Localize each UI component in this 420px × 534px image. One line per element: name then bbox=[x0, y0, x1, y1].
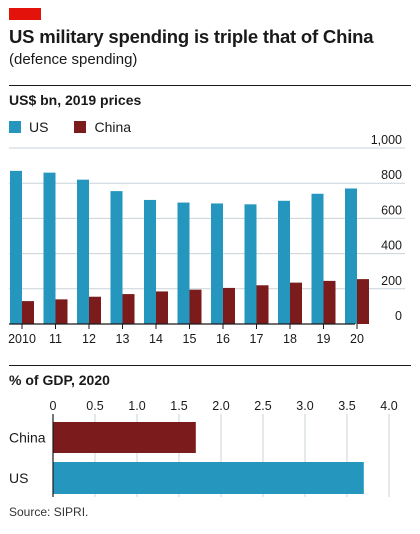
bar-us bbox=[278, 200, 290, 324]
bar-china bbox=[290, 282, 302, 324]
x-tick-label: 18 bbox=[283, 332, 297, 346]
x-tick-label: 3.0 bbox=[296, 399, 313, 413]
bar-china bbox=[156, 291, 168, 324]
x-tick-label: 0.5 bbox=[86, 399, 103, 413]
bar-china bbox=[22, 301, 34, 324]
bar-china bbox=[256, 285, 269, 324]
bar-china bbox=[55, 299, 68, 324]
x-tick-label: 13 bbox=[116, 332, 130, 346]
x-tick-label: 2010 bbox=[8, 332, 36, 346]
brand-tab bbox=[9, 8, 41, 20]
x-tick-label: 17 bbox=[250, 332, 264, 346]
bar-china bbox=[323, 280, 336, 324]
bar-china bbox=[223, 287, 235, 324]
category-label: US bbox=[9, 470, 28, 486]
x-tick-label: 4.0 bbox=[380, 399, 397, 413]
legend-label-us: US bbox=[29, 119, 49, 135]
bar-china bbox=[89, 296, 101, 324]
y-tick-label: 400 bbox=[381, 239, 402, 253]
source-note: Source: SIPRI. bbox=[9, 505, 89, 519]
spending-section-label: US$ bn, 2019 prices bbox=[9, 92, 142, 108]
x-tick-label: 2.5 bbox=[254, 399, 271, 413]
y-tick-label: 200 bbox=[381, 274, 402, 288]
x-tick-label: 19 bbox=[317, 332, 331, 346]
x-tick-label: 3.5 bbox=[338, 399, 355, 413]
x-tick-label: 15 bbox=[183, 332, 197, 346]
hbar-us bbox=[53, 462, 364, 494]
bar-us bbox=[177, 202, 190, 324]
y-tick-label: 600 bbox=[381, 203, 402, 217]
bar-us bbox=[77, 179, 89, 324]
y-tick-label: 1,000 bbox=[371, 133, 402, 147]
bar-us bbox=[110, 191, 123, 324]
chart-subtitle: (defence spending) bbox=[9, 51, 138, 68]
legend-swatch-us bbox=[9, 121, 21, 133]
gdp-section-rule bbox=[9, 365, 411, 366]
legend-label-china: China bbox=[94, 119, 132, 135]
top-section-rule bbox=[9, 85, 411, 86]
bar-china bbox=[122, 294, 135, 324]
hbar-china bbox=[53, 422, 196, 453]
bar-us bbox=[244, 204, 257, 324]
legend-item-china: China bbox=[74, 119, 131, 135]
bar-us bbox=[43, 172, 56, 324]
x-tick-label: 12 bbox=[82, 332, 96, 346]
bar-china bbox=[357, 279, 369, 324]
bar-us bbox=[211, 203, 223, 324]
bar-us bbox=[144, 199, 156, 324]
category-label: China bbox=[9, 430, 46, 446]
x-tick-label: 14 bbox=[149, 332, 163, 346]
x-tick-label: 16 bbox=[216, 332, 230, 346]
legend-swatch-china bbox=[74, 121, 87, 133]
bar-us bbox=[10, 170, 22, 324]
legend: US China bbox=[9, 119, 157, 135]
bar-china bbox=[189, 289, 202, 324]
x-tick-label: 20 bbox=[350, 332, 364, 346]
bar-us bbox=[311, 193, 324, 324]
bar-us bbox=[345, 188, 357, 324]
x-tick-label: 0 bbox=[50, 399, 57, 413]
x-tick-label: 11 bbox=[49, 332, 62, 346]
chart-title: US military spending is triple that of C… bbox=[9, 26, 374, 47]
y-tick-label: 800 bbox=[381, 168, 402, 182]
x-tick-label: 1.0 bbox=[128, 399, 145, 413]
legend-item-us: US bbox=[9, 119, 48, 135]
x-tick-label: 1.5 bbox=[170, 399, 187, 413]
x-tick-label: 2.0 bbox=[212, 399, 229, 413]
y-tick-label: 0 bbox=[395, 309, 402, 323]
gdp-section-label: % of GDP, 2020 bbox=[9, 372, 110, 388]
